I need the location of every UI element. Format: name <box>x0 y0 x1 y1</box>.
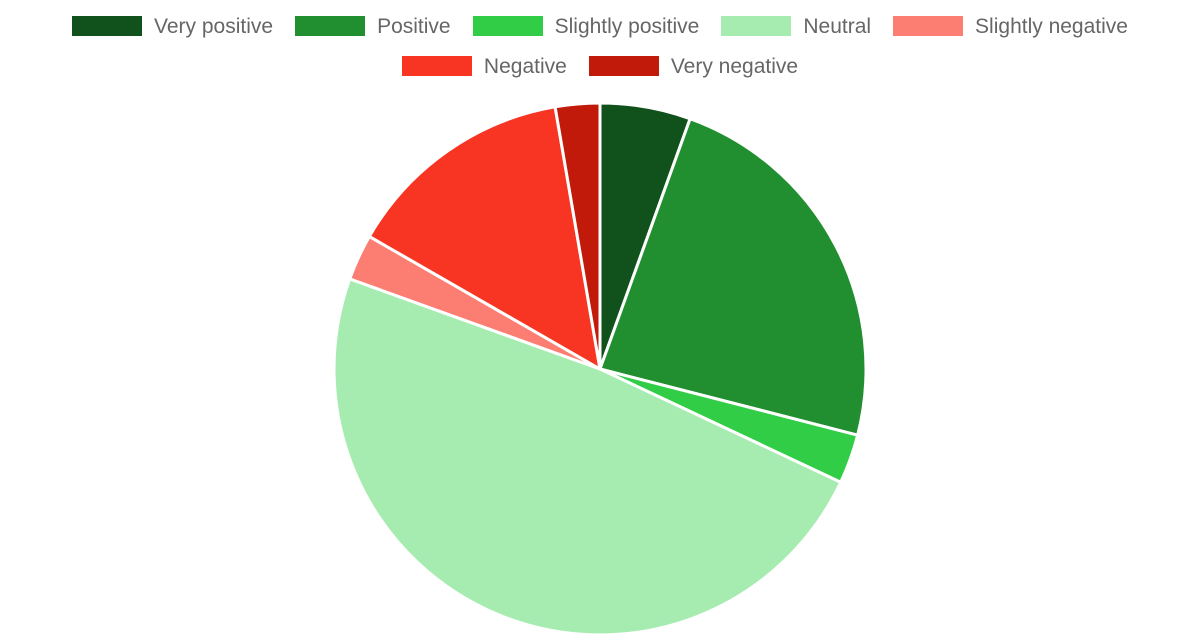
legend-item-very-negative[interactable]: Very negative <box>588 52 799 80</box>
legend-label: Neutral <box>803 14 872 38</box>
legend-label: Slightly positive <box>554 14 700 38</box>
legend-swatch <box>472 16 543 36</box>
legend-item-slightly-negative[interactable]: Slightly negative <box>893 12 1128 40</box>
legend-swatch <box>72 16 143 36</box>
legend-item-negative[interactable]: Negative <box>401 52 567 80</box>
legend-label: Slightly negative <box>975 14 1128 38</box>
legend-item-slightly-positive[interactable]: Slightly positive <box>472 12 700 40</box>
legend-row: Negative Very negative <box>401 52 799 80</box>
pie-slice-very-negative[interactable] <box>553 101 602 371</box>
legend-swatch <box>893 16 964 36</box>
legend-swatch <box>721 16 792 36</box>
legend-label: Very positive <box>154 14 274 38</box>
legend-item-positive[interactable]: Positive <box>295 12 451 40</box>
legend-swatch <box>588 56 659 76</box>
legend: Very positive Positive Slightly positive… <box>0 12 1200 80</box>
legend-item-very-positive[interactable]: Very positive <box>72 12 273 40</box>
legend-swatch <box>401 56 472 76</box>
legend-label: Negative <box>483 54 567 78</box>
legend-label: Positive <box>377 14 451 38</box>
legend-item-neutral[interactable]: Neutral <box>721 12 871 40</box>
legend-label: Very negative <box>670 54 799 78</box>
legend-swatch <box>295 16 366 36</box>
pie-slice-positive[interactable] <box>598 117 868 437</box>
pie-slice-neutral[interactable] <box>332 277 843 637</box>
legend-row: Very positive Positive Slightly positive… <box>72 12 1128 40</box>
pie-slice-negative[interactable] <box>367 105 602 371</box>
